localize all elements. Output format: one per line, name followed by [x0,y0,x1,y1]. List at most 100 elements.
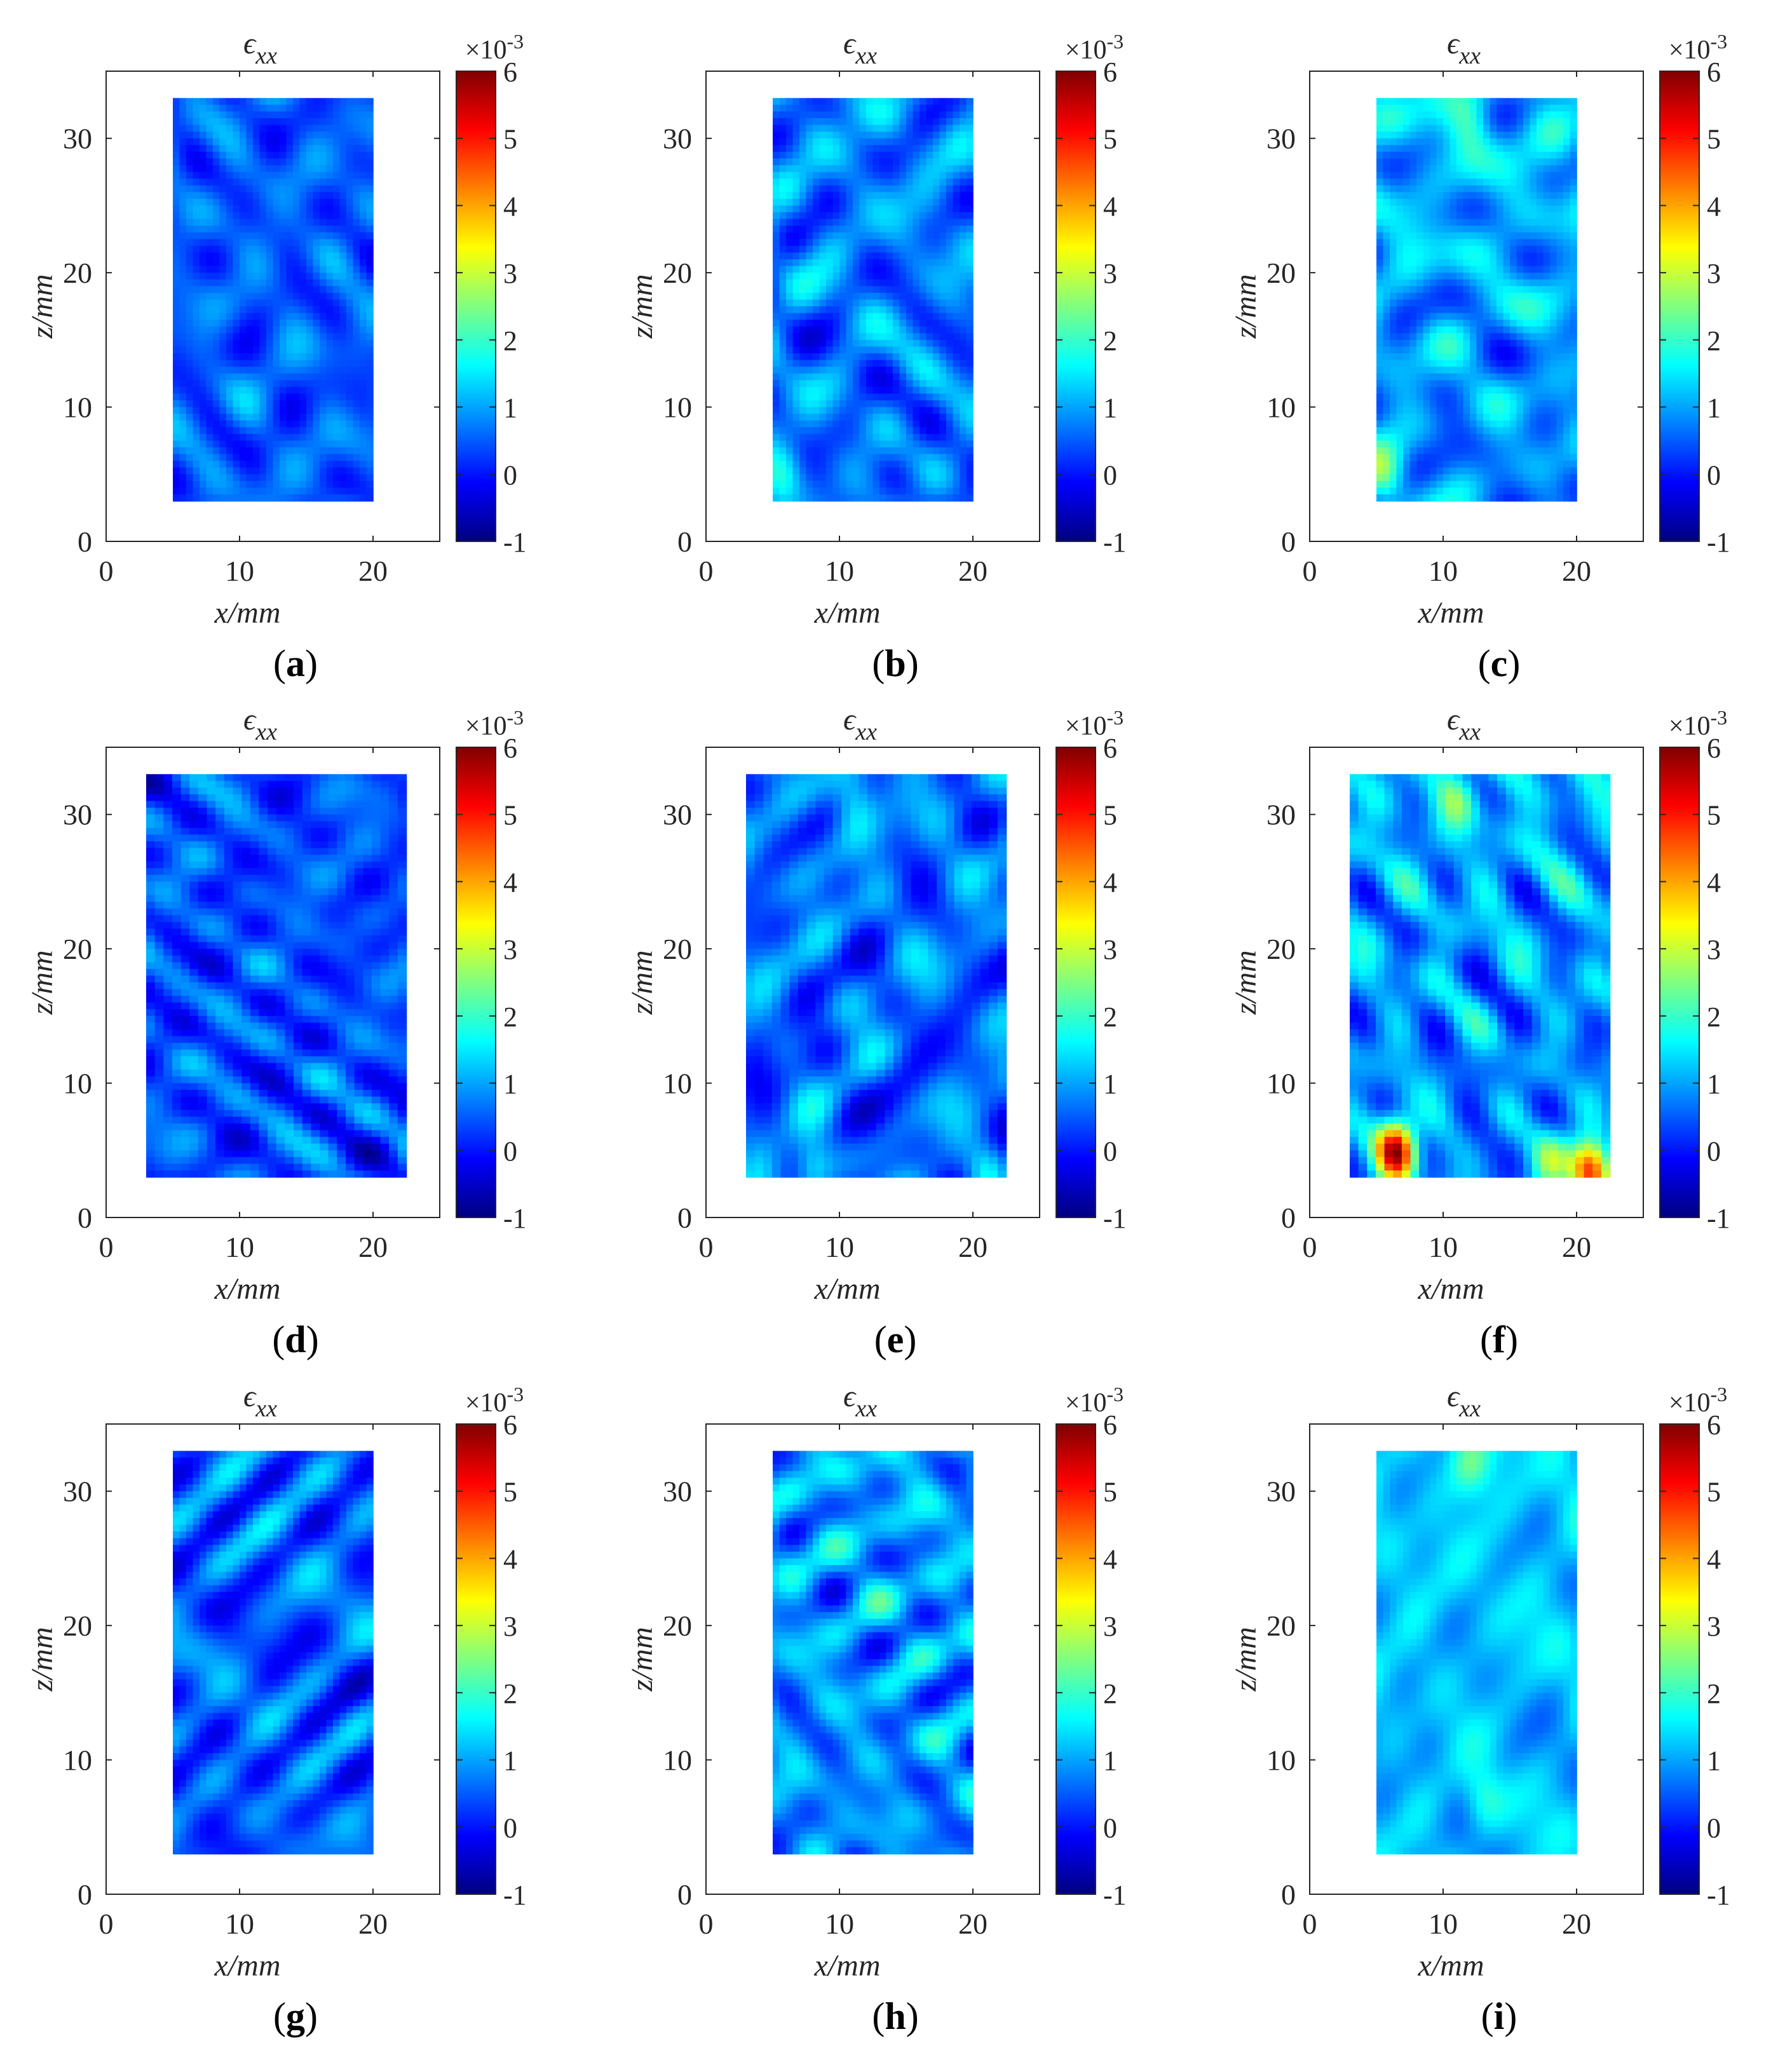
heatmap-cell [866,172,874,179]
heatmap-cell [346,360,354,367]
heatmap-cell [213,98,221,105]
heatmap-cell [906,487,914,495]
heatmap-cell [246,440,254,448]
heatmap-cell [313,440,320,448]
heatmap-cell [179,205,187,213]
heatmap-cell [1490,179,1497,186]
heatmap-cell [1497,386,1504,395]
heatmap-cell [926,487,933,495]
heatmap-cell [906,346,914,354]
heatmap-cell [872,440,880,448]
heatmap-cell [872,165,880,173]
heatmap-cell [859,252,867,260]
heatmap-cell [259,461,267,468]
heatmap-cell [320,179,327,186]
heatmap-cell [913,286,920,294]
heatmap-cell [259,259,267,267]
heatmap-cell [1430,125,1437,132]
heatmap-cell [339,346,347,354]
heatmap-cell [1396,400,1404,408]
heatmap-cell [313,339,320,348]
heatmap-cell [1403,346,1411,354]
heatmap-cell [219,118,227,126]
heatmap-cell [299,414,307,421]
heatmap-cell [1497,104,1504,112]
heatmap-cell [1396,245,1404,254]
heatmap-cell [266,461,274,468]
title-subscript: xx [855,43,877,69]
heatmap-cell [360,226,367,233]
heatmap-cell [886,279,893,287]
heatmap-cell [879,138,887,146]
heatmap-cell [226,172,234,179]
heatmap-cell [913,192,920,200]
heatmap-cell [779,172,787,179]
heatmap-cell [813,118,820,126]
heatmap-cell [240,494,247,502]
heatmap-cell [879,433,887,442]
heatmap-cell [966,286,974,294]
heatmap-cell [906,205,914,213]
heatmap-cell [826,373,834,381]
heatmap-cell [1497,179,1504,186]
heatmap-cell [293,118,301,126]
heatmap-cell [333,226,341,233]
heatmap-cell [293,320,301,327]
heatmap-cell [826,232,834,240]
heatmap-cell [926,118,933,126]
heatmap-cell [299,198,307,207]
heatmap-cell [1430,205,1437,213]
heatmap-cell [792,320,800,327]
heatmap-cell [273,252,280,260]
heatmap-cell [1409,427,1417,435]
heatmap-cell [920,454,927,461]
heatmap-cell [200,266,207,273]
heatmap-cell [792,245,800,254]
heatmap-cell [953,454,960,461]
heatmap-cell [353,373,360,381]
heatmap-cell [899,118,907,126]
heatmap-cell [226,118,234,126]
heatmap-cell [1396,145,1404,153]
heatmap-cell [286,104,294,112]
heatmap-cell [913,433,920,442]
heatmap-cell [920,245,927,254]
heatmap-cell [233,252,240,260]
heatmap-cell [1376,172,1384,179]
heatmap-cell [1497,454,1504,461]
heatmap-cell [326,440,334,448]
heatmap-cell [866,179,874,186]
heatmap-cell [773,172,780,179]
heatmap-cell [1430,145,1437,153]
heatmap-cell [1409,219,1417,226]
heatmap-cell [832,279,840,287]
heatmap-cell [346,245,354,254]
heatmap-cell [320,494,327,502]
heatmap-cell [853,172,860,179]
heatmap-cell [1390,461,1397,468]
heatmap-cell [240,373,247,381]
heatmap-cell [1516,192,1524,200]
heatmap-cell [240,447,247,455]
heatmap-cell [792,313,800,320]
heatmap-cell [792,292,800,301]
heatmap-cell [299,420,307,428]
heatmap-cell [186,299,194,307]
heatmap-cell [920,198,927,207]
heatmap-cell [353,158,360,166]
heatmap-cell [819,179,827,186]
heatmap-cell [1403,313,1411,320]
heatmap-cell [286,151,294,159]
heatmap-cell [233,386,240,395]
heatmap-cell [1463,151,1470,159]
heatmap-cell [953,333,960,341]
heatmap-cell [1497,467,1504,475]
heatmap-cell [1483,266,1491,273]
heatmap-cell [1376,125,1384,132]
heatmap-cell [786,151,794,159]
heatmap-cell [846,353,853,361]
heatmap-cell [299,232,307,240]
heatmap-cell [246,420,254,428]
heatmap-cell [1430,185,1437,193]
heatmap-cell [939,252,947,260]
